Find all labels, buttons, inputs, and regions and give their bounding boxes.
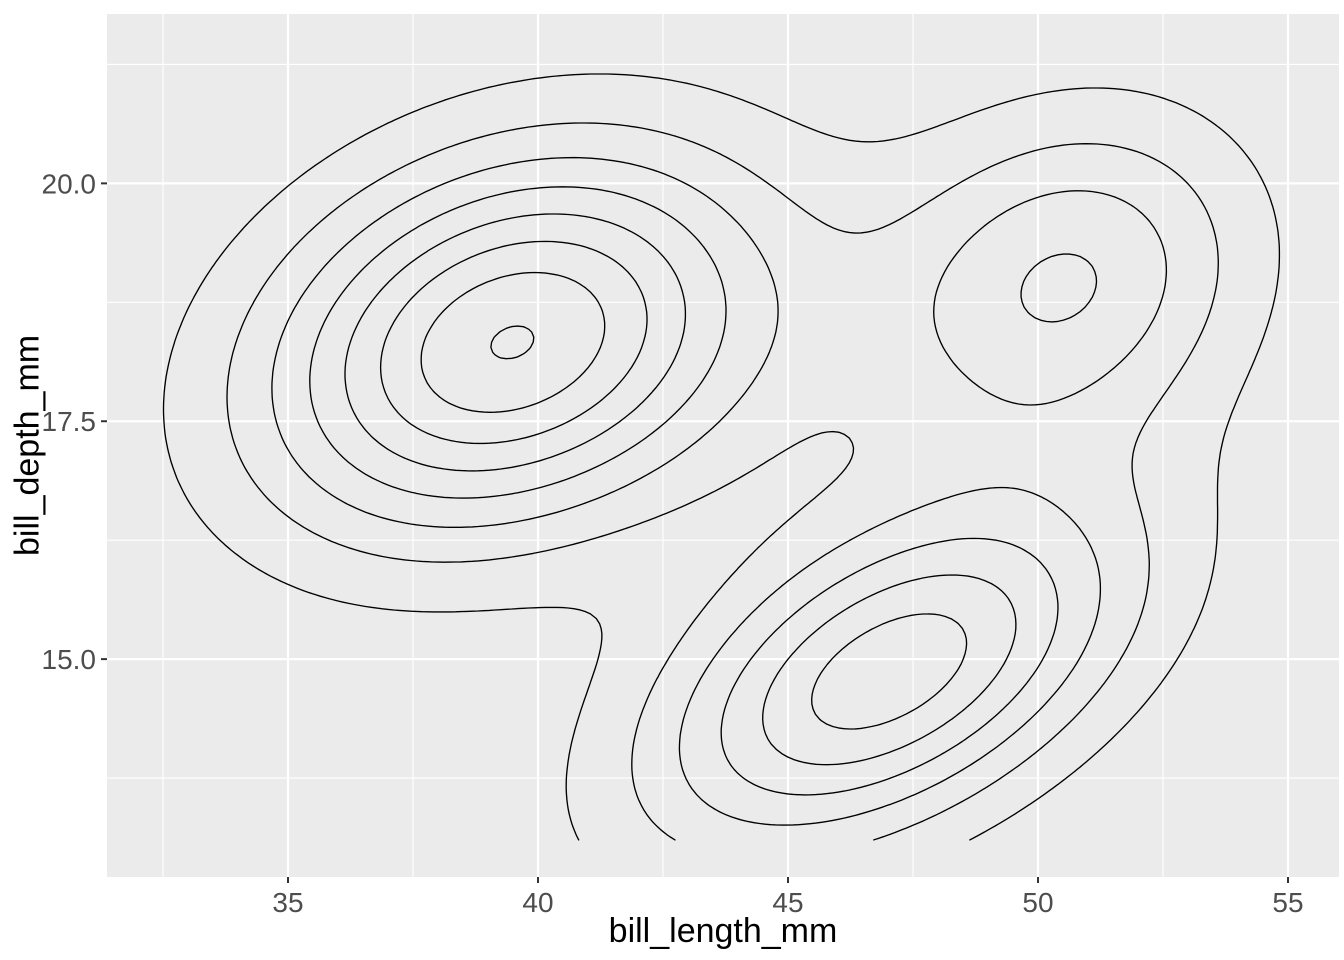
contour-line-level-5 bbox=[344, 213, 1017, 766]
contour-line-level-8 bbox=[490, 325, 535, 360]
contour-line-level-2 bbox=[226, 122, 1219, 841]
y-tick-label: 15.0 bbox=[42, 644, 97, 675]
x-tick-label: 50 bbox=[1022, 887, 1053, 918]
y-tick-label: 17.5 bbox=[42, 406, 97, 437]
contour-line-level-7 bbox=[420, 271, 606, 413]
x-axis-title: bill_length_mm bbox=[608, 912, 838, 950]
x-tick-label: 35 bbox=[272, 887, 303, 918]
plot-panel bbox=[107, 14, 1339, 877]
x-tick-label: 40 bbox=[522, 887, 553, 918]
y-axis-title: bill_depth_mm bbox=[8, 334, 47, 557]
y-tick-label: 20.0 bbox=[42, 168, 97, 199]
x-tick-label: 45 bbox=[772, 887, 803, 918]
x-tick-label: 55 bbox=[1272, 887, 1303, 918]
contour-line-level-1 bbox=[162, 73, 1281, 841]
contour-line-level-4 bbox=[309, 186, 1098, 796]
contour-line-level-6 bbox=[379, 240, 968, 730]
contour-line-level-3 bbox=[271, 156, 1168, 826]
